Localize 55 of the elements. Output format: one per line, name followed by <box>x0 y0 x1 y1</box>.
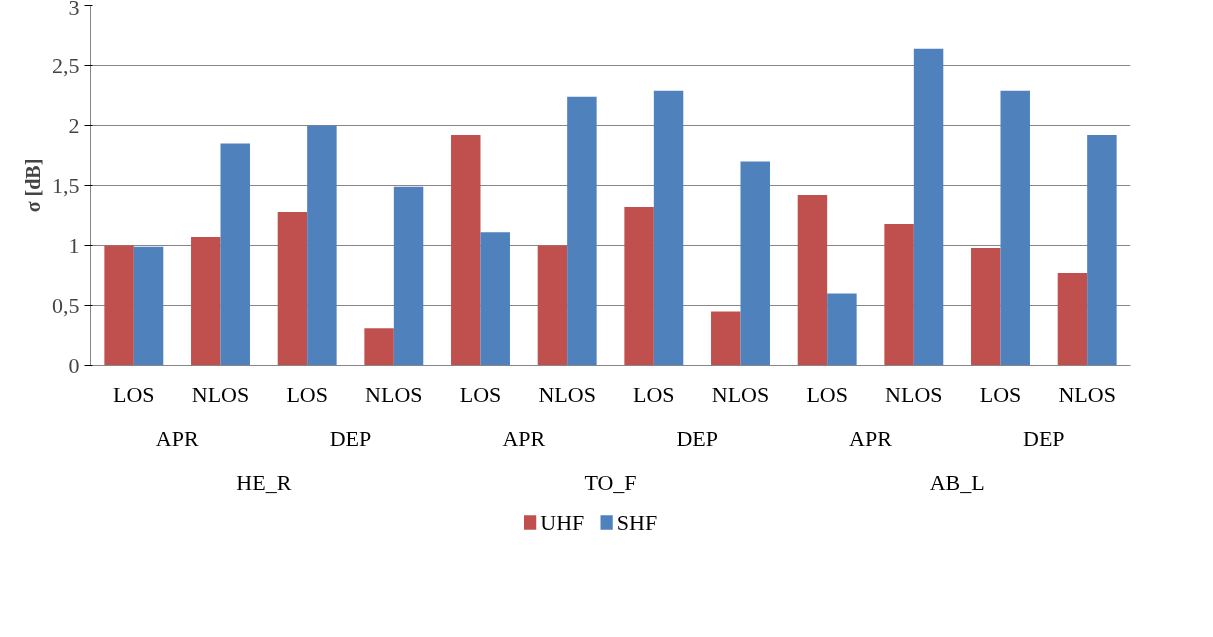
bar <box>971 247 1001 366</box>
y-tick-label: 1,5 <box>52 172 80 198</box>
bar <box>451 135 481 366</box>
category-label: LOS <box>979 381 1022 407</box>
bar <box>740 161 770 366</box>
category-label: NLOS <box>365 381 423 407</box>
category-label: NLOS <box>191 381 250 407</box>
bar <box>1000 90 1030 366</box>
bar <box>827 293 857 366</box>
y-tick-label: 1 <box>68 232 80 258</box>
bar <box>567 96 597 366</box>
bar <box>191 237 221 366</box>
bar <box>797 195 828 366</box>
category-label: DEP <box>329 425 372 451</box>
y-tick-label: 0,5 <box>52 292 80 318</box>
category-label: LOS <box>113 381 155 407</box>
bar <box>364 328 394 366</box>
category-label: LOS <box>286 381 328 407</box>
category-label: APR <box>849 425 892 451</box>
category-label: NLOS <box>711 381 770 407</box>
category-label: LOS <box>459 381 502 407</box>
bar <box>711 311 741 366</box>
legend-label: SHF <box>616 510 658 535</box>
category-label: APR <box>502 425 546 451</box>
bar <box>393 186 424 366</box>
y-tick-label: 2,5 <box>52 52 80 78</box>
category-label: TO_F <box>584 469 637 495</box>
bar <box>537 245 568 366</box>
bar <box>1057 273 1088 366</box>
bar <box>884 223 914 366</box>
category-label: NLOS <box>538 381 596 407</box>
y-tick-label: 3 <box>68 0 80 20</box>
category-label: LOS <box>633 381 675 407</box>
bar <box>480 232 510 366</box>
y-axis-title: σ [dB] <box>22 158 44 213</box>
category-label: NLOS <box>1058 381 1116 407</box>
category-label: AB_L <box>929 469 985 495</box>
y-tick-label: 2 <box>68 112 80 138</box>
bar <box>277 211 308 366</box>
bar <box>104 245 134 366</box>
category-label: LOS <box>806 381 848 407</box>
y-tick-label: 0 <box>68 352 80 378</box>
category-label: DEP <box>676 425 718 451</box>
category-label: HE_R <box>236 469 292 495</box>
bar <box>220 143 250 366</box>
bar <box>624 207 654 366</box>
bar <box>307 125 337 366</box>
legend-label: UHF <box>540 510 585 535</box>
category-label: DEP <box>1023 425 1065 451</box>
bar <box>1087 135 1117 366</box>
category-label: NLOS <box>885 381 943 407</box>
bar <box>913 48 944 366</box>
bar <box>653 90 684 366</box>
bar <box>133 246 164 366</box>
category-label: APR <box>155 425 199 451</box>
